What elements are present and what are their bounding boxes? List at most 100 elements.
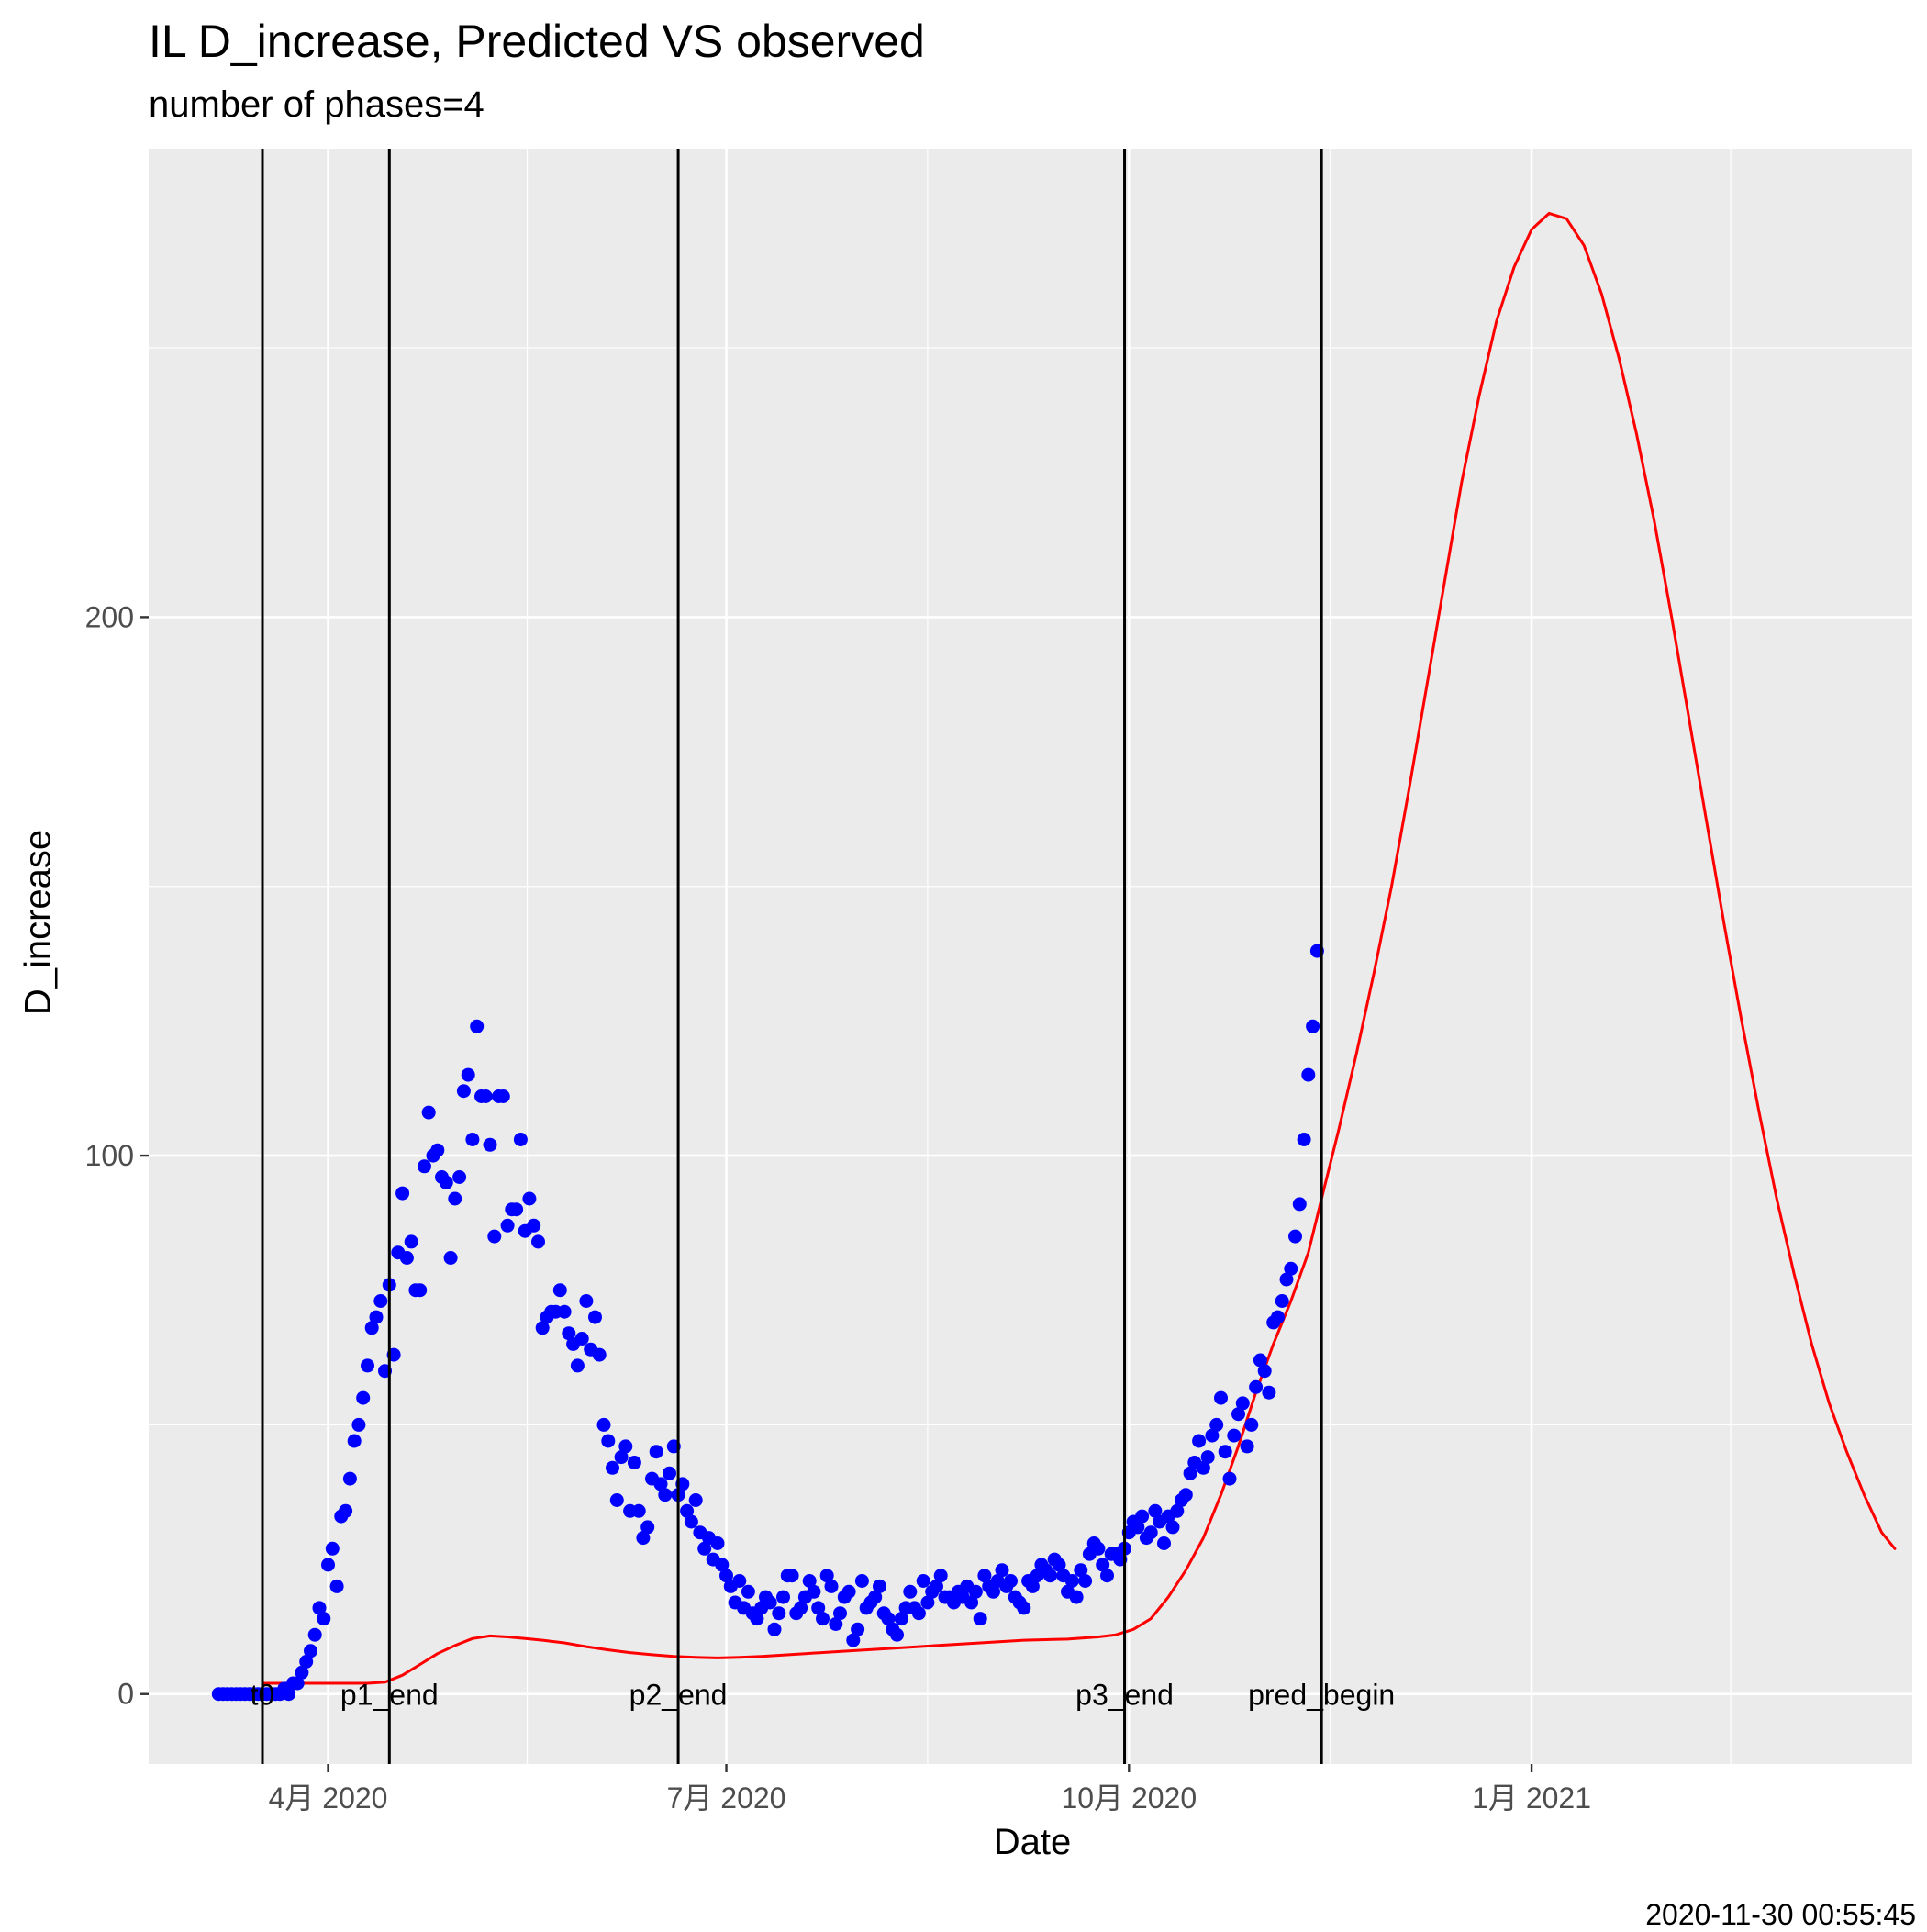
y-axis-label: D_increase bbox=[17, 829, 59, 1016]
observed-point bbox=[483, 1137, 497, 1152]
observed-point bbox=[1178, 1488, 1193, 1502]
observed-point bbox=[1249, 1379, 1264, 1394]
observed-point bbox=[911, 1606, 926, 1621]
observed-series bbox=[211, 944, 1324, 1702]
y-tick-label: 100 bbox=[85, 1139, 134, 1172]
observed-point bbox=[1096, 1558, 1110, 1572]
x-axis-label: Date bbox=[993, 1822, 1072, 1862]
observed-point bbox=[627, 1456, 641, 1469]
observed-point bbox=[1301, 1067, 1316, 1082]
predicted-series bbox=[261, 211, 1897, 1685]
observed-point bbox=[1244, 1417, 1259, 1432]
observed-point bbox=[776, 1590, 790, 1604]
observed-point bbox=[1253, 1353, 1267, 1368]
observed-point bbox=[1288, 1229, 1302, 1244]
phase-label-p1-end: p1_end bbox=[340, 1679, 439, 1712]
observed-point bbox=[609, 1493, 624, 1507]
observed-point bbox=[325, 1541, 340, 1556]
observed-point bbox=[317, 1612, 331, 1626]
observed-point bbox=[535, 1321, 550, 1335]
observed-point bbox=[986, 1584, 1000, 1599]
observed-point bbox=[816, 1612, 830, 1626]
observed-point bbox=[1148, 1503, 1163, 1518]
axes: 0 100 200 4月 2020 7月 2020 10月 2020 1月 2021 bbox=[85, 600, 1591, 1815]
observed-point bbox=[851, 1622, 865, 1636]
observed-point bbox=[295, 1665, 309, 1680]
observed-point bbox=[562, 1326, 576, 1341]
observed-point bbox=[1131, 1520, 1145, 1535]
observed-point bbox=[1165, 1520, 1180, 1535]
gridlines bbox=[149, 149, 1912, 1764]
observed-point bbox=[1235, 1396, 1250, 1411]
observed-point bbox=[868, 1590, 883, 1604]
observed-point bbox=[1292, 1197, 1307, 1212]
observed-point bbox=[1284, 1261, 1298, 1276]
observed-point bbox=[1218, 1445, 1232, 1459]
observed-point bbox=[715, 1558, 730, 1572]
observed-point bbox=[1231, 1407, 1245, 1422]
observed-point bbox=[1262, 1385, 1276, 1400]
observed-point bbox=[1200, 1450, 1215, 1465]
observed-point bbox=[1209, 1417, 1224, 1432]
observed-point bbox=[841, 1584, 856, 1599]
observed-point bbox=[290, 1676, 305, 1691]
observed-point bbox=[710, 1536, 725, 1550]
observed-point bbox=[640, 1520, 655, 1535]
observed-point bbox=[513, 1133, 528, 1146]
observed-point bbox=[1297, 1133, 1311, 1146]
observed-point bbox=[688, 1493, 703, 1507]
observed-point bbox=[881, 1612, 896, 1626]
x-tick-label: 1月 2021 bbox=[1472, 1781, 1591, 1815]
observed-point bbox=[846, 1633, 861, 1647]
observed-point bbox=[824, 1579, 839, 1593]
observed-point bbox=[930, 1579, 943, 1593]
observed-point bbox=[356, 1390, 371, 1405]
observed-point bbox=[487, 1229, 502, 1244]
observed-point bbox=[1192, 1434, 1207, 1448]
observed-point bbox=[299, 1655, 314, 1669]
observed-point bbox=[347, 1434, 362, 1448]
observed-point bbox=[663, 1466, 676, 1480]
observed-point bbox=[1043, 1569, 1057, 1583]
observed-point bbox=[785, 1569, 799, 1583]
observed-point bbox=[772, 1606, 786, 1621]
observed-point bbox=[1069, 1590, 1084, 1604]
observed-point bbox=[570, 1358, 585, 1373]
chart-subtitle: number of phases=4 bbox=[149, 84, 485, 125]
observed-point bbox=[636, 1531, 651, 1546]
observed-point bbox=[312, 1601, 327, 1615]
phase-label-p2-end: p2_end bbox=[629, 1679, 728, 1712]
x-tick-label: 7月 2020 bbox=[667, 1781, 786, 1815]
observed-point bbox=[811, 1601, 826, 1615]
observed-point bbox=[321, 1558, 335, 1572]
observed-point bbox=[1074, 1563, 1088, 1578]
observed-point bbox=[1205, 1428, 1220, 1443]
observed-point bbox=[1279, 1272, 1294, 1287]
observed-point bbox=[649, 1445, 663, 1459]
observed-point bbox=[364, 1321, 379, 1335]
observed-point bbox=[829, 1617, 843, 1631]
observed-point bbox=[807, 1584, 821, 1599]
observed-point bbox=[1227, 1428, 1242, 1443]
observed-point bbox=[977, 1569, 992, 1583]
observed-point bbox=[439, 1175, 453, 1189]
y-tick-label: 0 bbox=[117, 1678, 134, 1711]
predicted-line bbox=[261, 211, 1897, 1685]
observed-point bbox=[399, 1251, 414, 1265]
observed-point bbox=[592, 1347, 607, 1362]
observed-point bbox=[1052, 1558, 1066, 1572]
chart-title: IL D_increase, Predicted VS observed bbox=[149, 16, 925, 67]
observed-point bbox=[684, 1514, 698, 1529]
observed-point bbox=[351, 1417, 366, 1432]
observed-point bbox=[470, 1019, 485, 1033]
observed-point bbox=[854, 1574, 869, 1588]
observed-point bbox=[522, 1191, 537, 1206]
observed-point bbox=[601, 1434, 616, 1448]
x-tick-label: 10月 2020 bbox=[1061, 1781, 1197, 1815]
phase-lines: t0 p1_end p2_end p3_end pred_begin bbox=[251, 149, 1395, 1764]
observed-point bbox=[1196, 1460, 1210, 1475]
observed-point bbox=[1271, 1310, 1285, 1324]
observed-point bbox=[448, 1191, 462, 1206]
observed-point bbox=[579, 1294, 594, 1308]
observed-point bbox=[1183, 1466, 1197, 1480]
